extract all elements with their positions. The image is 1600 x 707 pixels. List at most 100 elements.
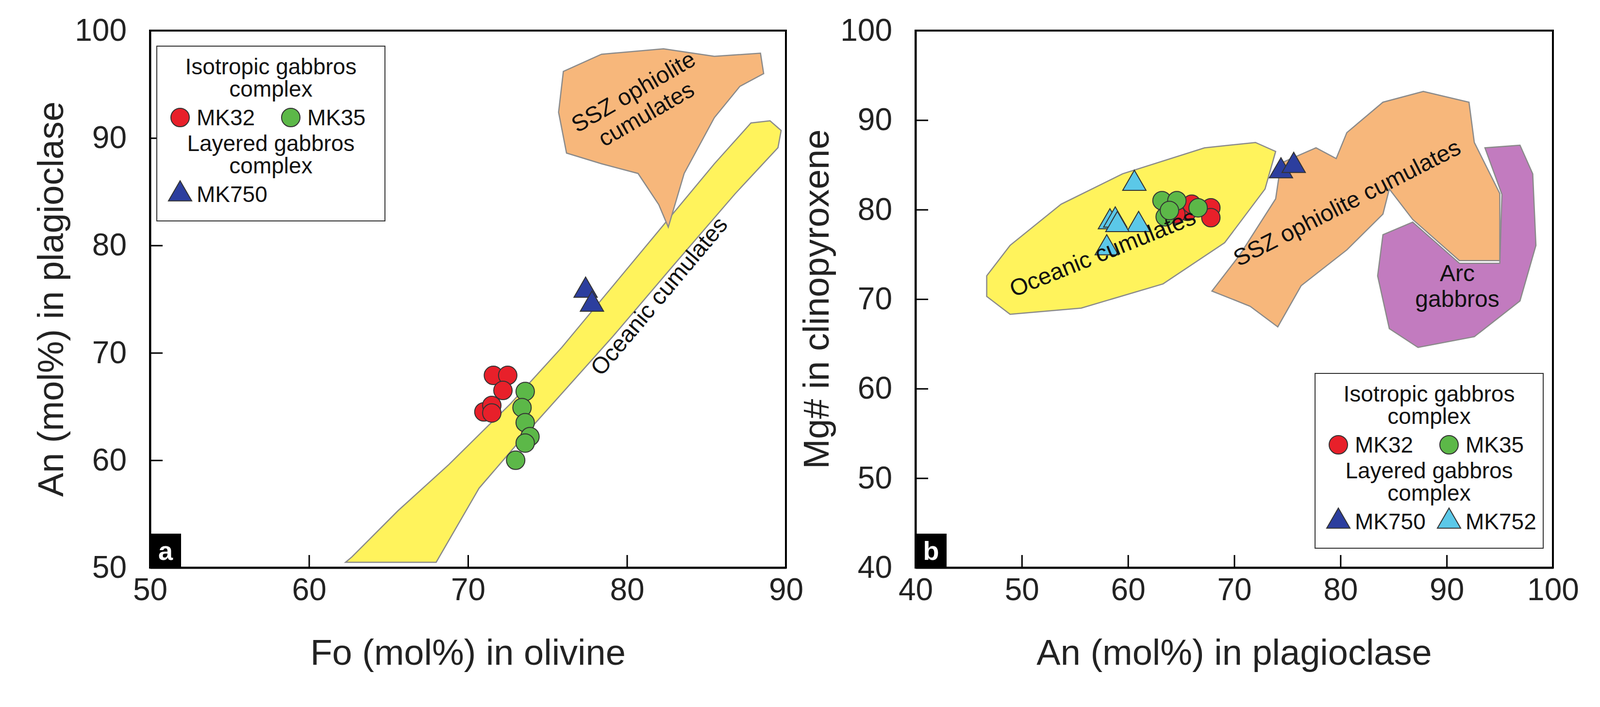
legend-group-title: complex [229,76,313,102]
panel-label: b [923,535,940,566]
tick-mark [150,459,163,462]
legend-marker [281,108,300,127]
legend-label: MK35 [307,104,366,131]
field-label-line: cumulates [593,76,699,152]
tick: 50 [1004,554,1040,607]
data-point [493,381,513,400]
legend-marker [1329,435,1348,454]
tick-mark [915,477,929,480]
tick-mark [915,30,929,32]
tick-label: 100 [840,12,893,48]
tick: 100 [74,12,163,48]
tick-label: 70 [92,334,127,370]
tick-label: 100 [1527,571,1580,607]
tick-label: 90 [768,571,804,607]
panel-label-box [150,533,182,568]
tick-label: 50 [1004,571,1040,607]
tick-label: 50 [92,549,127,585]
x-axis: 405060708090100 [898,554,1580,607]
legend-label: MK35 [1465,432,1524,458]
tick-label: 60 [1111,571,1146,607]
figure: 50 60 70 80 90 50 60 70 80 90 100 Fo (mol%) in oliv… [0,0,1600,707]
legend: Isotropic gabbroscomplexMK32MK35Layered … [1315,373,1544,549]
tick-mark [150,352,163,354]
legend-group-title: Layered gabbros [1345,457,1513,484]
tick-mark [1021,554,1023,568]
tick: 90 [768,554,804,607]
tick: 60 [92,442,163,478]
tick: 80 [857,191,929,227]
tick: 80 [92,227,163,263]
tick-mark [915,119,929,121]
data-point [516,433,535,452]
tick: 60 [291,554,327,607]
tick-label: 80 [857,191,893,227]
legend-group-title: Layered gabbros [186,130,355,156]
data-point [506,450,525,470]
axis-line [149,31,152,568]
legend-group-title: complex [1387,480,1471,506]
panel: 50607080905060708090100Fo (mol%) in oliv… [30,12,804,673]
tick-mark [1339,554,1342,568]
tick-mark [150,244,163,247]
legend-label: MK752 [1465,508,1537,534]
tick-label: 60 [857,370,893,406]
series [1269,152,1306,179]
tick-label: 70 [450,571,486,607]
legend-box [156,46,385,221]
legend-label: MK32 [1354,432,1414,458]
tick-mark [308,554,311,568]
tick: 70 [450,554,486,607]
legend-marker [1437,507,1461,529]
field-label-line: Oceanic cumulates [1005,203,1200,302]
y-axis-title: An (mol%) in plagioclase [30,101,71,497]
tick-label: 100 [74,12,127,48]
tick-label: 50 [857,460,893,496]
tick-label: 70 [857,281,893,317]
legend-label: MK750 [196,181,268,207]
legend-group-title: complex [1387,403,1471,429]
tick-mark [1233,554,1236,568]
legend-group-title: Isotropic gabbros [185,53,357,80]
data-point [1282,152,1306,173]
tick-label: 90 [1429,571,1465,607]
tick-label: 90 [857,101,893,137]
legend-marker [1326,507,1350,529]
tick: 80 [1323,554,1358,607]
tick: 100 [840,12,929,48]
tick-mark [915,298,929,300]
tick: 70 [1216,554,1252,607]
tick-label: 40 [857,549,893,585]
field-label: Oceanic cumulates [585,211,733,381]
tick-label: 60 [92,442,127,478]
tick-mark [1127,554,1130,568]
tick: 80 [609,554,645,607]
panel-label: a [158,535,174,566]
y-axis-title: Mg# in clinopyroxene [796,129,837,469]
tick-label: 60 [291,571,327,607]
legend: Isotropic gabbroscomplexMK32MK35Layered … [156,46,385,221]
legend-label: MK32 [196,104,255,131]
tick: 70 [92,334,163,370]
legend-marker [1439,435,1459,454]
x-axis-title: Fo (mol%) in olivine [310,632,626,673]
field-label: Oceanic cumulates [1005,203,1200,302]
field [345,120,782,563]
tick: 60 [1111,554,1146,607]
tick-mark [467,554,469,568]
field-label-line: SSZ ophiolite cumulates [1229,133,1465,271]
field-label-line: gabbros [1415,285,1500,312]
panel: 405060708090100405060708090100An (mol%) … [796,12,1580,673]
data-point [1105,211,1130,232]
tick-mark [915,209,929,211]
tick-mark [785,554,787,568]
series [573,277,604,312]
tick: 100 [1527,554,1580,607]
tick: 50 [857,460,929,496]
field-label-line: Arc [1439,260,1475,286]
legend-group-title: complex [229,152,313,179]
legend-label: MK750 [1354,508,1426,534]
legend-marker [168,180,192,201]
plot-area [345,49,782,563]
field-label: SSZ ophiolite cumulates [1229,133,1465,271]
